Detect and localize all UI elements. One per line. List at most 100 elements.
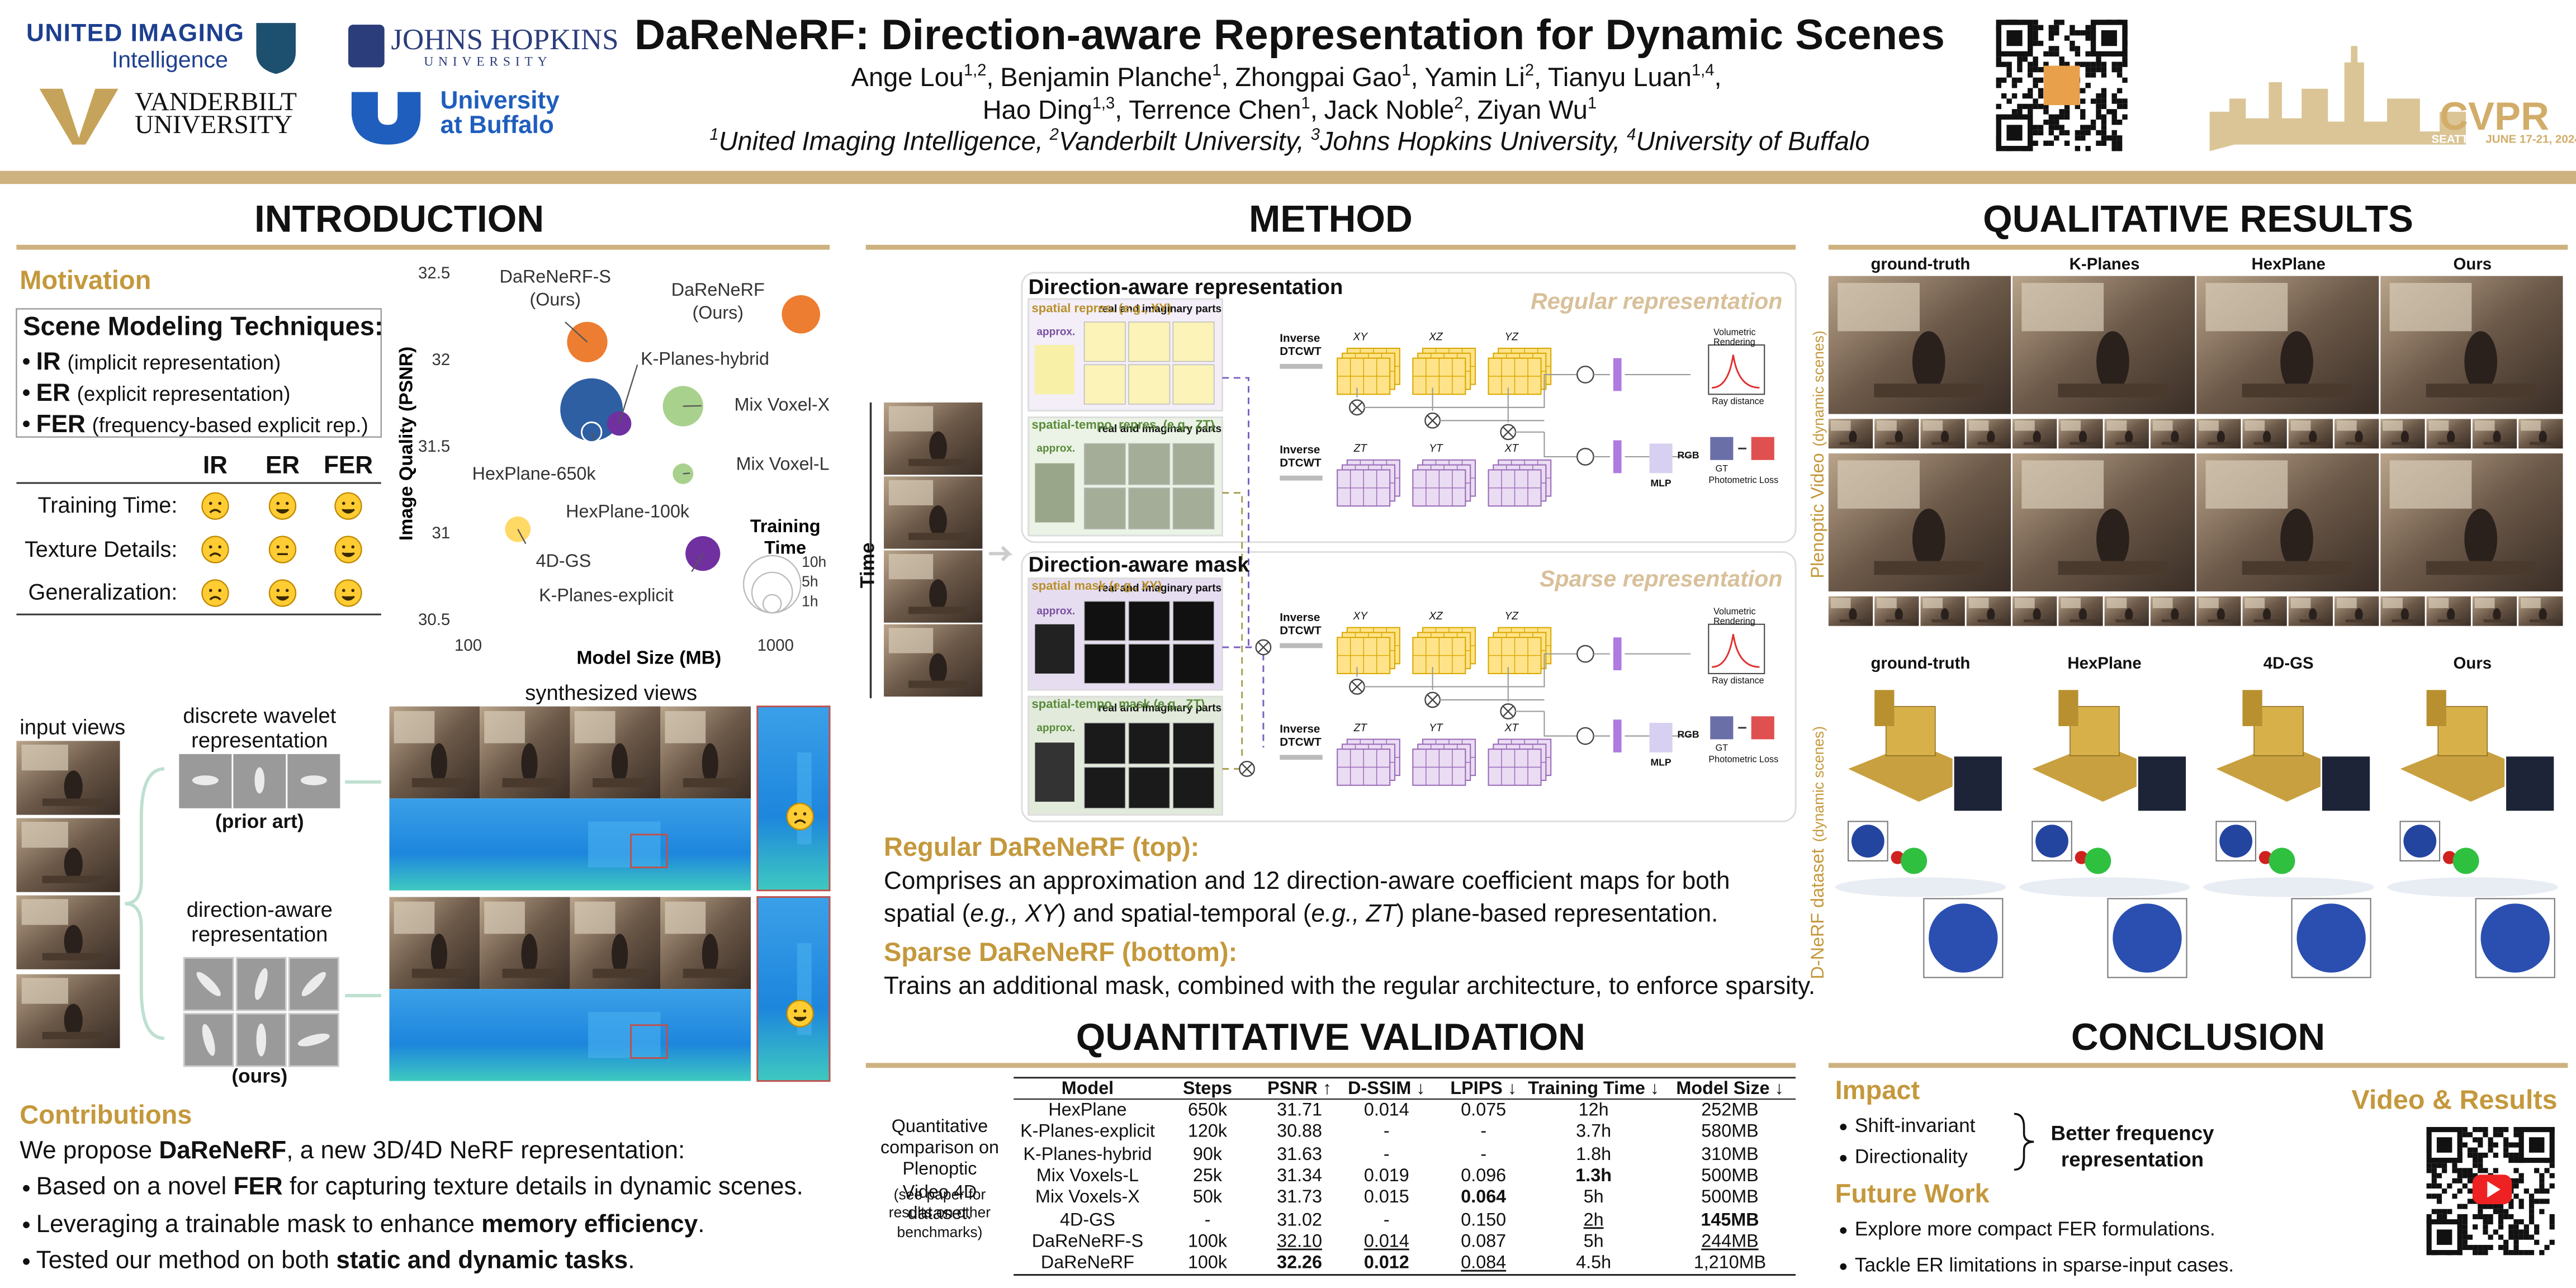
qr-cell [2503, 1142, 2509, 1148]
qr-cell [2075, 51, 2081, 57]
qr-cell [2508, 1234, 2514, 1240]
result-photo-blind [2205, 283, 2288, 332]
logo-text: UNITED IMAGING [26, 20, 245, 48]
qr-cell [2467, 1234, 2473, 1240]
qr-cell [2508, 1214, 2514, 1220]
result-crop-blind [2152, 598, 2173, 608]
qr-cell [2513, 1194, 2519, 1199]
result-crop-person [2355, 608, 2363, 622]
separator: , [1534, 64, 1542, 93]
y-tick-label: 32 [432, 351, 451, 369]
zoom-box [630, 834, 668, 869]
qr-cell [2493, 1126, 2498, 1133]
qr-cell [2106, 109, 2112, 115]
qr-cell [2070, 25, 2075, 31]
coef-tile [1128, 443, 1171, 485]
qr-cell [2518, 1173, 2524, 1178]
qr-cell [2513, 1250, 2519, 1256]
operator-label: Inverse DTCWT [1280, 724, 1322, 750]
result-photo-table [1874, 383, 1984, 397]
qr-cell [2483, 1250, 2488, 1256]
photo-blind [888, 480, 934, 505]
qr-cell [2006, 72, 2012, 78]
result-crop-table [1931, 442, 1958, 445]
coef-tile [1172, 766, 1215, 809]
qr-cell [2059, 56, 2064, 62]
text-run: Tested our method on both [36, 1247, 337, 1275]
qr-logo-play [2487, 1181, 2501, 1198]
bubble-label: DaReNeRF (Ours) [671, 280, 765, 323]
qr-cell [2070, 40, 2075, 46]
qr-cell [2090, 67, 2096, 73]
result-photo-blind [2205, 460, 2288, 509]
qr-cell [2513, 1239, 2519, 1245]
qr-cell [2478, 1209, 2483, 1214]
qr-cell [2457, 1188, 2463, 1194]
author-affiliation: 2 [1454, 95, 1464, 113]
column-header: HexPlane [2067, 655, 2142, 674]
table-cell: 12h [1578, 1100, 1609, 1121]
bubble [560, 378, 623, 441]
qr-cell [2064, 114, 2070, 120]
qr-cell [2048, 51, 2054, 57]
qr-cell [2033, 83, 2038, 88]
qr-cell [2544, 1188, 2550, 1194]
qr-cell [2075, 135, 2081, 141]
logo-text: SEATTLE, WA [2431, 134, 2508, 146]
qr-cell [2462, 1132, 2468, 1138]
affiliation-name: Vanderbilt University [1058, 129, 1297, 157]
author-name: Ange Lou [851, 64, 964, 93]
photo-table [502, 778, 557, 788]
result-photo-person [1912, 508, 1945, 570]
plane-label: XZ [1429, 332, 1443, 344]
table-cell: 0.096 [1461, 1166, 1507, 1186]
qr-cell [2528, 1209, 2535, 1214]
qr-cell [2017, 61, 2023, 67]
qr-cell [1996, 103, 2002, 110]
qr-cell [2447, 1209, 2452, 1214]
qr-cell [2111, 119, 2117, 125]
result-crop-blind [2383, 598, 2403, 608]
qr-cell [2539, 1178, 2545, 1183]
multiply-op [1241, 763, 1253, 774]
qr-cell [2436, 1183, 2442, 1189]
result-crop-person [2171, 608, 2179, 622]
qr-cell [2483, 1244, 2488, 1251]
affiliation-name: Johns Hopkins University [1319, 129, 1613, 157]
blue-ball [2403, 825, 2437, 858]
table-caption: Quantitative comparison on Plenoptic Vid… [880, 1117, 1000, 1224]
qr-cell [2022, 56, 2028, 62]
qr-cell [2038, 125, 2044, 130]
result-photo-blind [1838, 460, 1920, 509]
result-crop-table [2023, 442, 2051, 445]
qr-cell [2549, 1163, 2555, 1168]
logo-text: UNIVERSITY [424, 54, 552, 69]
coef-tile [1083, 766, 1126, 809]
bubble-label: HexPlane-650k [472, 463, 596, 484]
qr-cell [2070, 46, 2075, 51]
qr-cell [2096, 67, 2101, 73]
figure-label: (prior art) [215, 809, 304, 833]
author-affiliation: 1,4 [1691, 62, 1715, 80]
qr-cell [2493, 1132, 2498, 1138]
side-label: D-NeRF dataset (dynamic scenes) [1809, 726, 1830, 979]
result-crop-person [1895, 430, 1903, 444]
emoji-mouth [276, 595, 290, 601]
qr-cell [2075, 130, 2081, 136]
qr-cell [2498, 1224, 2504, 1230]
result-crop-table [2023, 619, 2051, 623]
qr-cell [2518, 1178, 2524, 1183]
plane-label: YT [1429, 443, 1443, 456]
lego-arm [1874, 690, 1895, 726]
photo-table [411, 968, 466, 978]
size-legend-title-line: Time [764, 537, 806, 557]
qr-cell [2478, 1142, 2483, 1148]
result-crop-blind [2336, 598, 2357, 608]
photo-table [411, 778, 466, 788]
qr-cell [2523, 1188, 2529, 1194]
result-crop-table [2070, 619, 2096, 623]
qr-cell [2431, 1163, 2437, 1168]
result-crop-table [2392, 442, 2418, 445]
size-legend-label: 1h [802, 593, 818, 609]
